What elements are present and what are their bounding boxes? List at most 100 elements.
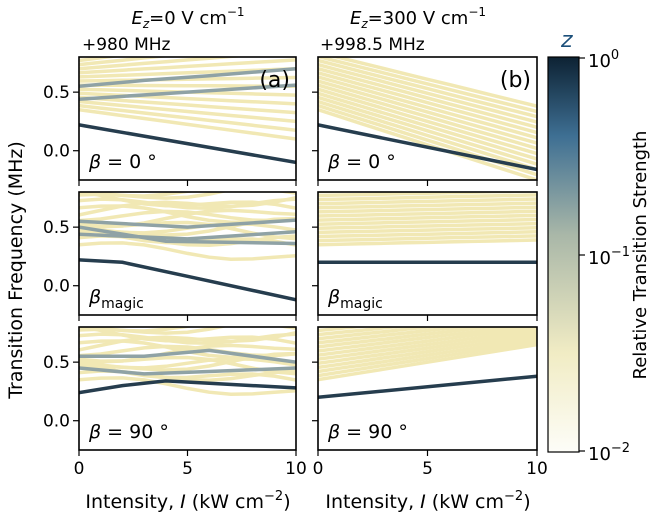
medium-transition-line <box>79 83 296 101</box>
row-label: β = 0 ° <box>88 151 157 173</box>
panel-a-row3 <box>79 327 296 396</box>
panel-a-row2 <box>79 192 296 302</box>
y-tick-label: 0.5 <box>43 83 70 103</box>
panel-label: (a) <box>259 68 290 93</box>
weak-transition-line <box>79 376 296 396</box>
row-label: β = 90 ° <box>88 421 169 443</box>
weak-transition-line <box>79 58 296 75</box>
weak-transition-line <box>318 225 537 235</box>
weak-transition-line <box>318 334 537 370</box>
column-a-offset: +980 MHz <box>82 35 171 55</box>
weak-transition-line <box>318 67 537 129</box>
weak-transition-line <box>318 213 537 222</box>
panels: 0.0 0.5 β = 0 ° (a) β = 0 ° (b) 0.0 0.5 βmagic βm… <box>43 56 548 479</box>
weak-transition-line <box>79 57 246 71</box>
weak-transition-line <box>318 336 537 374</box>
y-tick-label: 0.0 <box>43 412 70 432</box>
weak-transition-line <box>81 327 296 333</box>
weak-transition-line <box>318 197 537 206</box>
weak-transition-line <box>318 342 537 382</box>
strong-transition-line <box>79 379 296 395</box>
medium-transition-line <box>79 225 296 246</box>
colorbar-top-label: z <box>560 28 573 53</box>
weak-transition-line <box>318 230 537 239</box>
weak-transition-line <box>79 103 296 132</box>
weak-transition-line <box>318 209 537 218</box>
panel-b-row3 <box>318 327 537 400</box>
weak-transition-line <box>318 327 528 353</box>
medium-transition-line <box>79 348 296 364</box>
weak-transition-line <box>79 75 296 83</box>
weak-transition-line <box>79 99 296 124</box>
weak-transition-line <box>318 62 537 124</box>
panel-a-row1 <box>79 57 296 165</box>
weak-transition-line <box>318 99 537 172</box>
weak-transition-line <box>79 91 296 106</box>
row-label: β = 90 ° <box>327 421 408 443</box>
panel-b-row2 <box>318 192 537 265</box>
weak-transition-line <box>318 327 537 357</box>
y-tick-label: 0.0 <box>43 277 70 297</box>
weak-transition-line <box>79 57 171 67</box>
panel-label: (b) <box>500 68 531 93</box>
y-axis-label: Transition Frequency (MHz) <box>5 141 27 400</box>
weak-transition-line <box>318 91 537 161</box>
weak-transition-line <box>318 57 537 114</box>
colorbar-gradient <box>547 56 580 453</box>
weak-transition-line <box>318 205 537 214</box>
weak-transition-line <box>318 328 537 361</box>
row-label: βmagic <box>327 286 383 312</box>
strong-transition-line <box>318 374 537 400</box>
weak-transition-line <box>318 95 537 166</box>
x-axis-label-b: Intensity, I (kW cm−2) <box>325 489 530 513</box>
colorbar-tick-label-mid: 10−1 <box>588 245 630 269</box>
colorbar-tick-label-bot: 10−2 <box>588 441 630 465</box>
weak-transition-line <box>318 217 537 226</box>
weak-transition-line <box>318 201 537 210</box>
strong-transition-line <box>79 123 296 165</box>
weak-transition-line <box>79 356 296 370</box>
x-tick-label: 5 <box>182 459 193 479</box>
weak-transition-line <box>318 83 537 151</box>
strong-transition-line <box>79 258 296 302</box>
weak-transition-line <box>318 71 537 135</box>
weak-transition-line <box>318 192 373 194</box>
weak-transition-line <box>81 192 296 198</box>
x-tick-label: 0 <box>74 459 85 479</box>
weak-transition-line <box>318 193 537 202</box>
weak-transition-line <box>318 234 537 243</box>
weak-transition-line <box>79 241 296 261</box>
row-label: βmagic <box>88 286 144 312</box>
medium-transition-line <box>79 230 296 241</box>
x-tick-label: 10 <box>285 459 307 479</box>
weak-transition-line <box>318 327 445 341</box>
weak-transition-line <box>318 58 537 119</box>
weak-transition-line <box>329 57 537 108</box>
medium-transition-line <box>79 366 296 376</box>
column-b-offset: +998.5 MHz <box>320 35 425 55</box>
weak-transition-line <box>318 331 537 366</box>
x-tick-label: 0 <box>313 459 324 479</box>
weak-transition-line <box>318 87 537 156</box>
y-tick-label: 0.5 <box>43 353 70 373</box>
weak-transition-line <box>318 108 537 180</box>
weak-transition-line <box>318 327 475 345</box>
weak-transition-line <box>79 192 296 210</box>
weak-transition-line <box>79 95 296 115</box>
y-tick-label: 0.0 <box>43 142 70 162</box>
x-axis-label-a: Intensity, I (kW cm−2) <box>85 489 290 513</box>
x-tick-label: 10 <box>526 459 548 479</box>
weak-transition-line <box>318 79 537 145</box>
y-tick-label: 0.5 <box>43 218 70 238</box>
colorbar: z 100 10−1 10−2 Relative Transition Stre… <box>547 28 651 465</box>
panel-b-row1 <box>318 57 537 180</box>
weak-transition-line <box>318 327 503 349</box>
weak-transition-line <box>318 238 537 247</box>
medium-transition-line <box>79 66 296 89</box>
weak-transition-line <box>318 327 411 337</box>
medium-transition-line <box>79 218 296 229</box>
weak-transition-line <box>318 192 537 198</box>
weak-transition-line <box>318 75 537 140</box>
weak-transition-line <box>318 339 537 378</box>
